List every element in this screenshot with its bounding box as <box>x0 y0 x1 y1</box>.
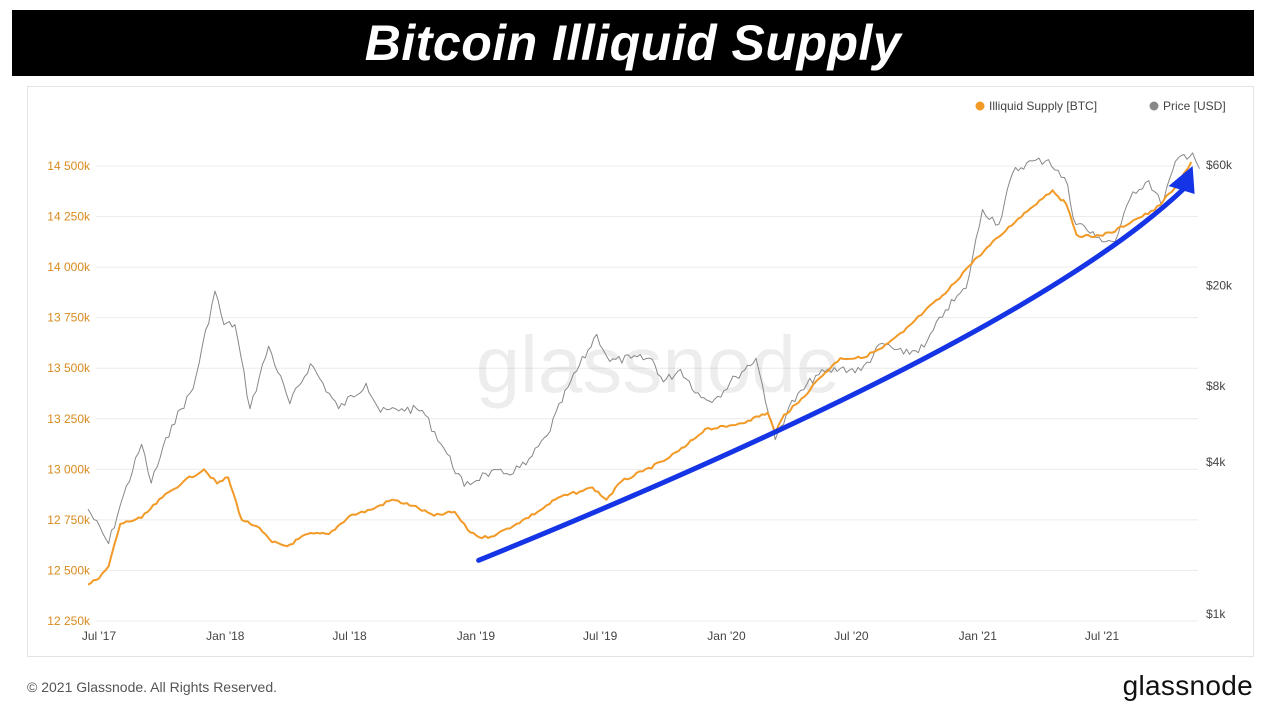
left-axis-tick: 13 500k <box>47 361 91 375</box>
page-title: Bitcoin Illiquid Supply <box>364 15 902 71</box>
glassnode-logo[interactable]: glassnode <box>1122 670 1253 701</box>
legend-marker <box>975 101 985 111</box>
x-axis-tick: Jan '19 <box>457 629 496 643</box>
price-series-line <box>87 152 1200 545</box>
right-axis-tick: $60k <box>1206 158 1233 172</box>
x-axis-tick: Jul '17 <box>82 629 117 643</box>
x-axis-tick: Jul '18 <box>332 629 367 643</box>
left-axis-tick: 14 000k <box>47 260 91 274</box>
left-axis-tick: 13 000k <box>47 462 91 476</box>
copyright-text: © 2021 Glassnode. All Rights Reserved. <box>27 679 278 695</box>
x-axis-tick: Jan '20 <box>707 629 746 643</box>
x-axis-tick: Jul '20 <box>834 629 869 643</box>
x-axis-tick: Jan '18 <box>206 629 245 643</box>
left-axis-tick: 14 250k <box>47 210 91 224</box>
left-axis-tick: 13 750k <box>47 311 91 325</box>
right-axis-tick: $20k <box>1206 278 1233 292</box>
legend-label: Price [USD] <box>1163 99 1226 113</box>
legend-label: Illiquid Supply [BTC] <box>989 99 1097 113</box>
title-banner: Bitcoin Illiquid Supply <box>12 10 1254 76</box>
right-axis-tick: $8k <box>1206 379 1226 393</box>
x-axis-tick: Jan '21 <box>959 629 998 643</box>
x-axis-tick: Jul '21 <box>1085 629 1120 643</box>
left-axis-tick: 12 750k <box>47 513 91 527</box>
left-axis-tick: 13 250k <box>47 412 91 426</box>
left-axis-tick: 14 500k <box>47 159 91 173</box>
right-axis-tick: $4k <box>1206 455 1226 469</box>
trend-arrow-line <box>476 185 1188 563</box>
legend-marker <box>1149 101 1159 111</box>
trend-arrow-head <box>1168 166 1195 194</box>
x-axis-tick: Jul '19 <box>583 629 618 643</box>
watermark: glassnode <box>476 320 841 409</box>
chart-panel: 12 250k 12 500k 12 750k 13 000k 13 250k 13 50… <box>27 86 1254 657</box>
right-axis-tick: $1k <box>1206 607 1226 621</box>
illiquid-supply-chart: 12 250k 12 500k 12 750k 13 000k 13 250k 13 50… <box>47 99 1233 643</box>
left-axis-tick: 12 250k <box>47 614 91 628</box>
left-axis-tick: 12 500k <box>47 563 91 577</box>
illiquid-supply-series-line <box>87 161 1193 586</box>
